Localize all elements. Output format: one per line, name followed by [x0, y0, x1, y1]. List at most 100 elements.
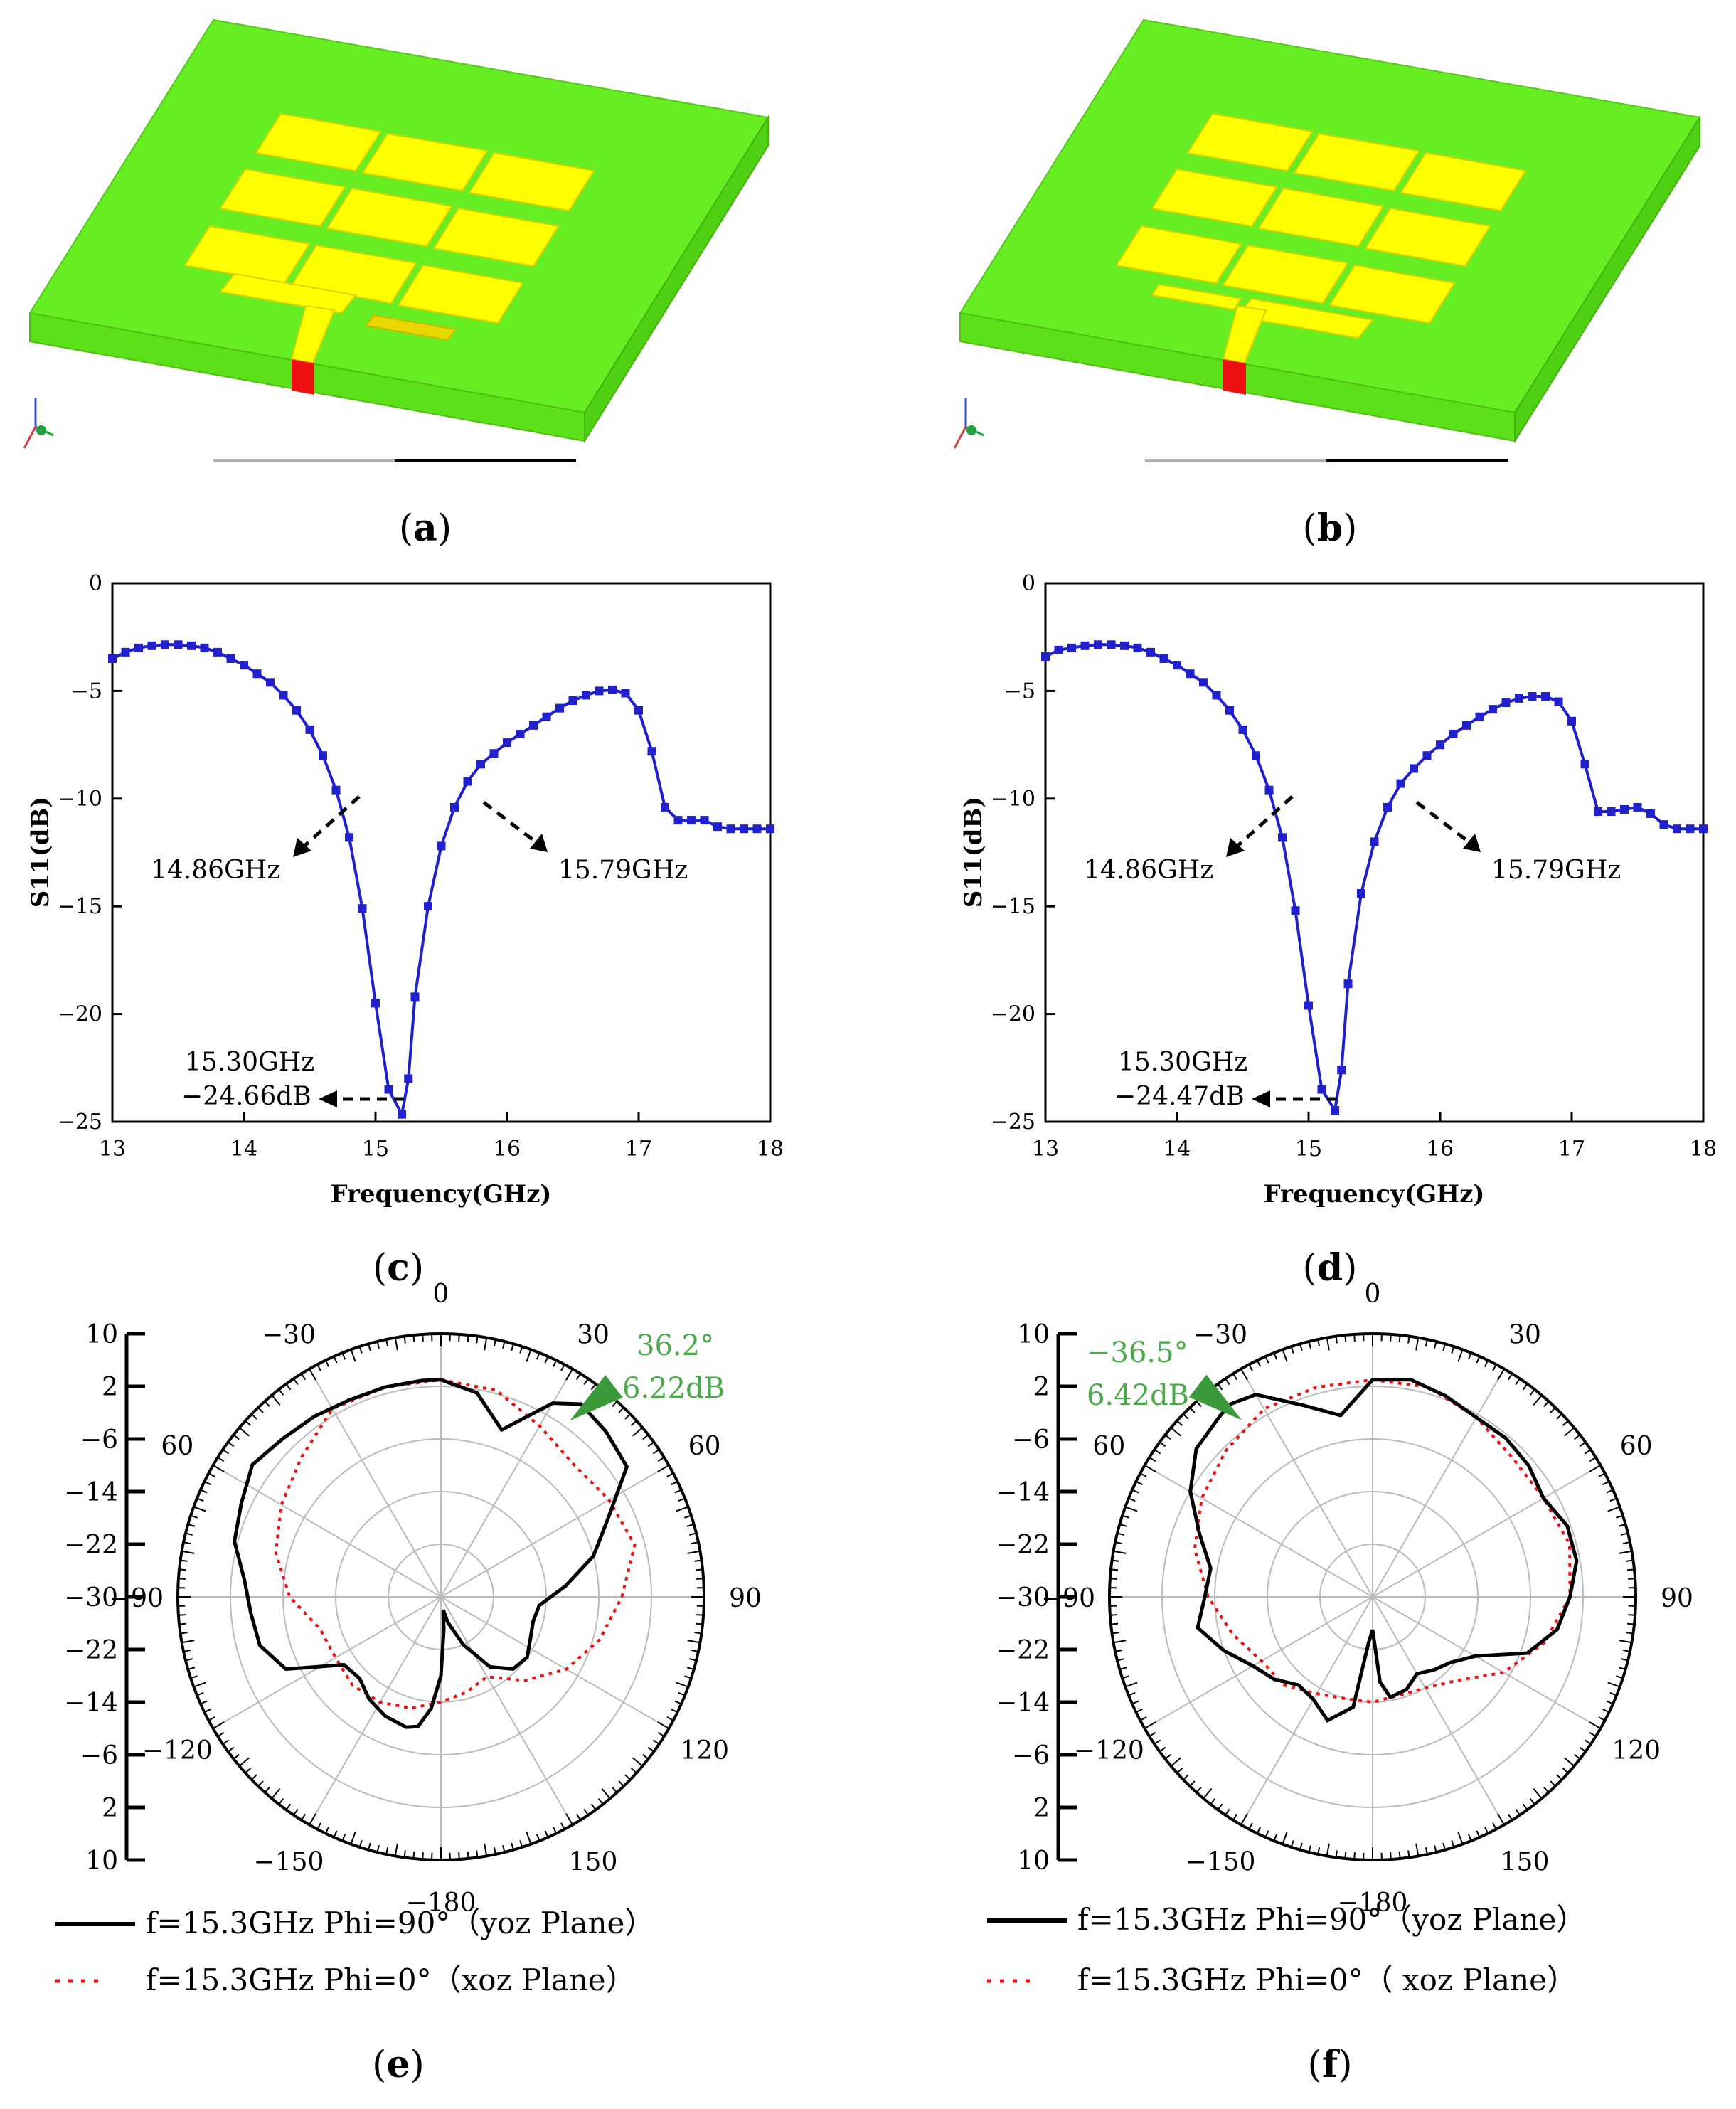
data-point: [1159, 654, 1168, 663]
angle-label: 30: [577, 1320, 609, 1349]
angle-tick: [1109, 1578, 1117, 1580]
radial-tick-label: −14: [996, 1689, 1050, 1718]
angle-tick: [1529, 1798, 1535, 1805]
angle-tick: [687, 1550, 701, 1554]
data-point: [345, 833, 353, 842]
angle-tick: [689, 1658, 697, 1662]
data-point: [134, 643, 143, 652]
radial-tick-label: 10: [85, 1320, 118, 1349]
angle-tick: [180, 1632, 188, 1635]
angle-tick: [385, 1339, 389, 1347]
angle-label: −150: [254, 1848, 324, 1877]
data-point: [700, 816, 709, 825]
plot-frame: [1044, 582, 1705, 1123]
angle-tick: [350, 1349, 356, 1362]
angle-tick: [493, 1339, 496, 1347]
angle-tick: [1564, 1757, 1575, 1767]
angle-tick: [316, 1822, 321, 1830]
patch-array: [1115, 112, 1527, 364]
angle-tick: [1290, 1346, 1294, 1354]
angle-tick: [671, 1708, 678, 1714]
x-tick-label: 15: [1295, 1137, 1322, 1162]
angle-tick: [1335, 1850, 1338, 1858]
data-point: [1475, 712, 1484, 721]
data-point: [568, 696, 577, 706]
radial-tick-label: −22: [64, 1531, 118, 1560]
data-point: [1120, 641, 1129, 650]
angle-tick: [1425, 1339, 1428, 1347]
angle-tick: [278, 1798, 284, 1805]
data-point: [187, 641, 196, 650]
angle-tick: [358, 1346, 363, 1354]
angle-tick: [1189, 1407, 1196, 1413]
x-tick-label: 13: [1032, 1137, 1059, 1162]
angle-tick: [1273, 1352, 1278, 1360]
angle-tick: [1170, 1427, 1181, 1437]
angle-tick: [1619, 1640, 1632, 1644]
angle-tick: [1317, 1339, 1321, 1347]
angle-tick: [1579, 1746, 1586, 1753]
angle-tick: [1609, 1691, 1617, 1696]
angle-tick: [1598, 1716, 1606, 1721]
angle-tick: [583, 1808, 589, 1816]
caption-f: (f): [1308, 2043, 1353, 2086]
angle-tick: [188, 1524, 196, 1527]
angle-tick: [1176, 1768, 1183, 1774]
angle-tick: [238, 1427, 250, 1437]
angle-tick: [1136, 1480, 1143, 1486]
angle-tick: [222, 1449, 230, 1455]
angle-tick: [1154, 1449, 1161, 1455]
angle-tick: [1131, 1700, 1139, 1705]
angle-tick: [183, 1541, 191, 1545]
data-point: [1304, 1001, 1313, 1010]
angle-tick: [1264, 1356, 1269, 1364]
data-point: [305, 725, 314, 734]
substrate-side: [1514, 115, 1700, 444]
angle-tick: [316, 1364, 321, 1371]
data-point: [634, 706, 643, 715]
angle-tick: [502, 1341, 506, 1349]
angle-tick: [1344, 1851, 1347, 1859]
angle-tick: [684, 1675, 692, 1679]
angle-tick: [1225, 1378, 1230, 1386]
substrate-side: [584, 115, 769, 444]
angle-tick: [1589, 1721, 1601, 1729]
angle-tick: [301, 1813, 307, 1821]
angle-tick: [1476, 1830, 1481, 1838]
data-point: [1462, 721, 1471, 730]
data-point: [1436, 740, 1444, 750]
data-point: [1383, 802, 1392, 812]
angle-tick: [1621, 1658, 1629, 1662]
angle-tick: [1139, 1716, 1147, 1721]
angle-tick: [1434, 1341, 1437, 1349]
angle-tick: [185, 1658, 193, 1662]
angle-tick: [1507, 1373, 1513, 1381]
angle-tick: [278, 1388, 284, 1396]
angle-tick: [245, 1768, 252, 1774]
angle-tick: [647, 1441, 654, 1447]
angle-tick: [565, 1369, 573, 1381]
x-tick-label: 17: [1558, 1137, 1585, 1162]
data-point: [331, 785, 341, 795]
angle-tick: [1562, 1768, 1569, 1774]
x-tick-label: 14: [1163, 1137, 1191, 1162]
caption-d: (d): [1303, 1246, 1358, 1290]
angle-label: 90: [729, 1584, 762, 1613]
grid-spoke: [440, 1465, 669, 1598]
data-point: [1041, 652, 1050, 661]
x-tick-label: 15: [362, 1137, 389, 1162]
grid-spoke: [1144, 1596, 1373, 1729]
angle-tick: [1144, 1465, 1156, 1472]
data-point: [358, 904, 367, 913]
data-point: [1541, 691, 1550, 701]
angle-tick: [1606, 1489, 1614, 1494]
y-tick-label: −15: [991, 894, 1035, 919]
data-point: [1633, 802, 1642, 812]
pattern-phi90-yoz: [1188, 1378, 1579, 1723]
angle-label: 120: [680, 1736, 729, 1765]
caption-a: (a): [399, 506, 452, 550]
angle-tick: [1529, 1388, 1535, 1396]
angle-tick: [1407, 1336, 1410, 1344]
peak-gain-arrow: [570, 1375, 623, 1420]
angle-tick: [691, 1541, 699, 1545]
